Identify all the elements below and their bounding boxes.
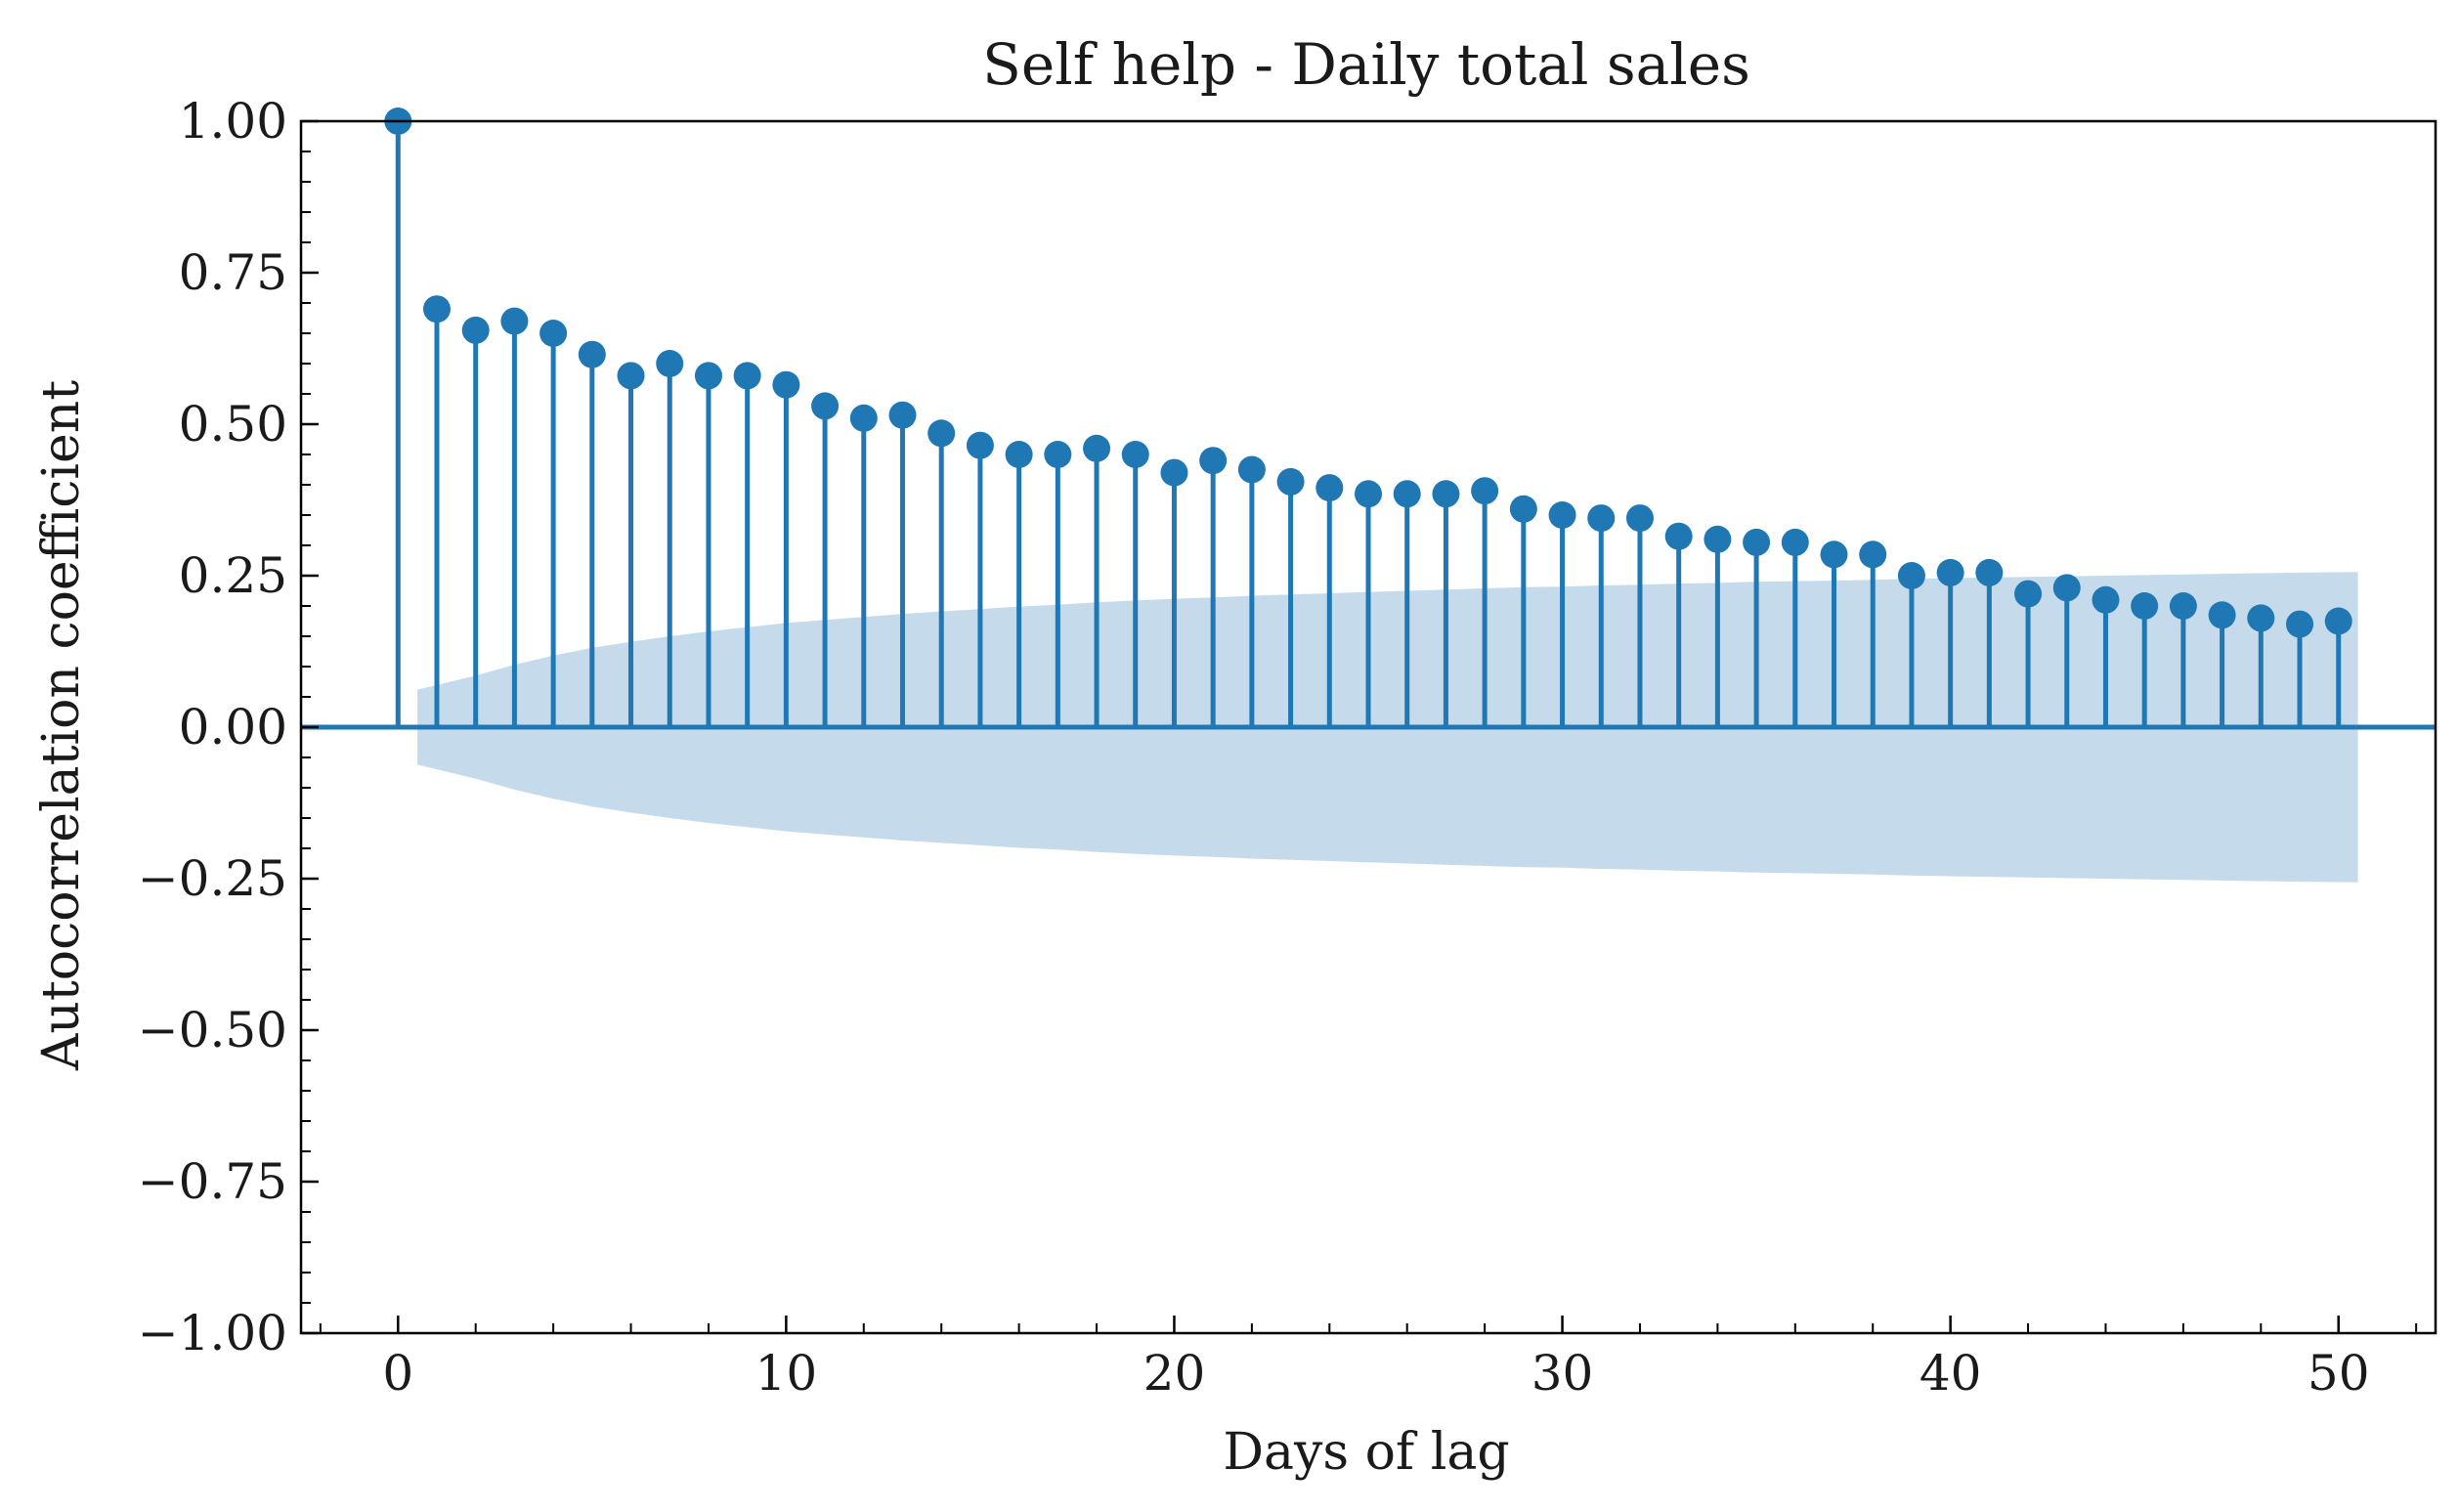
stem-marker-lag-41 [1975,558,2004,586]
stem-marker-lag-20 [1160,458,1188,487]
stem-marker-lag-10 [772,370,800,399]
stem-marker-lag-28 [1471,477,1499,505]
y-tick-label: −0.75 [138,1153,287,1210]
stem-marker-lag-22 [1237,455,1266,484]
y-tick-label: 1.00 [179,93,287,150]
y-tick-label: 0.50 [179,396,287,453]
stem-marker-lag-45 [2131,592,2159,620]
stem-marker-lag-36 [1781,528,1809,556]
stem-marker-lag-29 [1509,495,1537,523]
x-tick-label: 50 [2308,1345,2370,1402]
stem-marker-lag-33 [1664,522,1693,550]
x-tick-label: 40 [1920,1345,1982,1402]
stem-marker-lag-44 [2092,585,2120,614]
x-tick-label: 10 [755,1345,818,1402]
stem-marker-lag-47 [2208,601,2236,629]
stem-marker-lag-25 [1355,480,1382,508]
x-tick-label: 30 [1531,1345,1594,1402]
stem-marker-lag-19 [1121,441,1149,468]
stem-marker-lag-4 [539,320,568,347]
stem-marker-lag-9 [733,362,761,390]
stem-marker-lag-12 [849,404,878,432]
y-tick-label: 0.25 [179,547,287,604]
y-tick-label: −0.50 [138,1002,287,1058]
stem-marker-lag-40 [1936,558,1964,586]
stem-marker-lag-34 [1704,525,1732,553]
stem-marker-lag-21 [1199,447,1228,475]
y-tick-label: 0.00 [179,699,287,756]
stem-marker-lag-46 [2169,592,2197,620]
x-tick-label: 0 [382,1345,413,1402]
stem-marker-lag-42 [2014,580,2043,608]
y-axis-label: Autocorrelation coefficient [32,380,91,1071]
y-tick-label: −1.00 [138,1305,287,1361]
stem-marker-lag-15 [966,431,994,459]
stem-marker-lag-27 [1432,480,1460,508]
stem-marker-lag-49 [2286,610,2314,638]
stem-marker-lag-50 [2324,607,2352,635]
y-tick-label: 0.75 [179,244,287,301]
plot-area: 1.00 0.75 0.50 0.25 0.00 −0.25 −0.50 −0.75 −1.00… [138,93,2437,1402]
stem-marker-lag-18 [1083,434,1111,462]
stem-marker-lag-31 [1587,504,1616,533]
stem-marker-lag-24 [1316,474,1344,502]
stem-marker-lag-11 [811,392,840,420]
chart-title: Self help - Daily total sales [982,31,1750,98]
stem-marker-lag-26 [1393,480,1421,508]
stem-marker-lag-8 [694,362,722,390]
stem-marker-lag-13 [888,401,917,429]
stem-marker-lag-39 [1897,562,1925,589]
stem-marker-lag-5 [578,340,606,368]
stem-marker-lag-32 [1625,504,1654,533]
stem-marker-lag-2 [461,316,490,344]
stem-marker-lag-23 [1276,467,1305,496]
stem-marker-lag-3 [500,307,529,335]
x-axis-label: Days of lag [1223,1423,1509,1482]
stem-marker-lag-30 [1548,501,1576,529]
stem-marker-lag-16 [1005,441,1033,468]
x-tick-label: 20 [1143,1345,1206,1402]
stem-marker-lag-48 [2247,604,2275,632]
y-tick-label: −0.25 [138,850,287,907]
stem-marker-lag-37 [1820,540,1848,569]
stem-marker-lag-6 [617,362,645,390]
stem-marker-lag-7 [656,350,684,377]
stem-marker-lag-38 [1859,540,1887,569]
stem-marker-lag-14 [928,419,956,448]
stem-marker-lag-17 [1044,441,1072,468]
stem-marker-lag-35 [1743,528,1771,556]
stem-marker-lag-43 [2052,574,2081,602]
stem-marker-lag-1 [422,295,451,324]
